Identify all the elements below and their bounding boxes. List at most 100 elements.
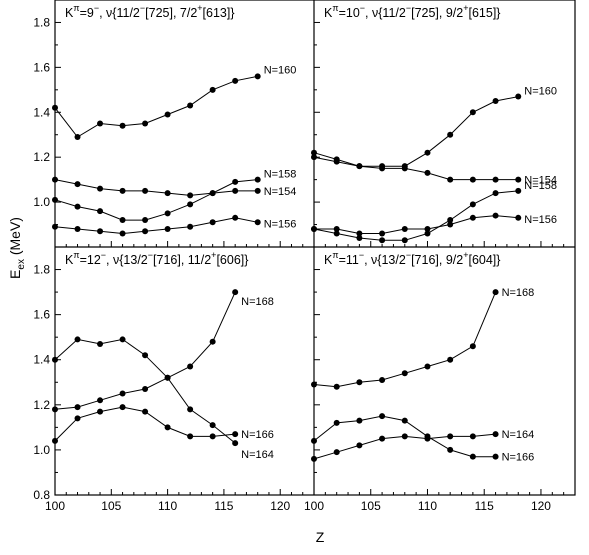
x-tick-label: 110 <box>418 499 437 513</box>
data-point <box>401 417 408 424</box>
panel-title-top-left: Kπ=9−, ν{11/2−[725], 7/2+[613]} <box>65 3 235 20</box>
data-point <box>447 221 454 228</box>
y-tick-label: 1.0 <box>33 443 50 457</box>
data-point <box>379 377 386 384</box>
data-point <box>97 208 104 215</box>
data-point <box>232 178 239 185</box>
data-point <box>311 149 317 156</box>
data-point <box>424 435 431 442</box>
data-point <box>164 374 171 381</box>
data-point <box>209 433 216 440</box>
data-point <box>119 390 126 397</box>
panel-title-bottom-left: Kπ=12−, ν{13/2−[716], 11/2+[606]} <box>65 250 248 267</box>
data-point <box>97 185 104 192</box>
data-point <box>119 230 126 237</box>
data-point <box>515 187 522 194</box>
data-point <box>356 235 363 242</box>
data-point <box>311 154 317 161</box>
series-label: N=158 <box>264 169 297 181</box>
series-line-N=158 <box>54 179 258 196</box>
data-point <box>142 408 149 415</box>
data-point <box>74 226 81 233</box>
data-point <box>254 219 261 226</box>
data-point <box>356 230 363 237</box>
data-point <box>515 176 522 183</box>
data-point <box>209 86 216 93</box>
data-point <box>232 431 239 438</box>
series-label: N=154 <box>264 186 297 198</box>
data-point <box>356 417 363 424</box>
y-tick-label: 1.0 <box>33 195 50 209</box>
series-line-N=160 <box>54 75 258 138</box>
x-axis-title: Z <box>316 529 325 545</box>
data-point <box>254 187 261 194</box>
x-tick-label: 115 <box>475 499 494 513</box>
data-point <box>74 404 81 411</box>
data-point <box>119 217 126 224</box>
data-point <box>74 133 81 140</box>
data-point <box>469 109 476 116</box>
data-point <box>469 433 476 440</box>
data-point <box>401 370 408 377</box>
data-point <box>74 181 81 188</box>
data-point <box>492 190 499 197</box>
series-label: N=160 <box>524 86 557 98</box>
data-point <box>97 340 104 347</box>
y-tick-label: 1.2 <box>33 398 50 412</box>
data-point <box>164 226 171 233</box>
data-point <box>232 187 239 194</box>
data-point <box>447 217 454 224</box>
x-tick-label: 105 <box>101 499 121 513</box>
data-point <box>401 433 408 440</box>
data-point <box>52 437 58 444</box>
series-label: N=156 <box>524 214 557 226</box>
data-point <box>187 363 194 370</box>
data-point <box>52 356 58 363</box>
data-point <box>356 442 363 449</box>
data-point <box>447 176 454 183</box>
data-point <box>232 440 239 447</box>
data-point <box>74 415 81 422</box>
data-point <box>469 214 476 221</box>
data-point <box>379 237 386 244</box>
y-tick-label: 1.6 <box>33 60 50 74</box>
data-point <box>401 237 408 244</box>
data-point <box>492 176 499 183</box>
x-tick-label: 110 <box>158 499 177 513</box>
data-point <box>119 404 126 411</box>
data-point <box>142 352 149 359</box>
data-point <box>52 406 58 413</box>
x-tick-label: 120 <box>531 499 551 513</box>
data-point <box>492 431 499 438</box>
data-point <box>379 413 386 420</box>
data-point <box>447 446 454 453</box>
data-point <box>492 212 499 219</box>
series-line-N=158 <box>313 190 519 241</box>
data-point <box>333 449 340 456</box>
data-point <box>469 453 476 460</box>
data-point <box>142 228 149 235</box>
series-label: N=156 <box>264 218 297 230</box>
data-point <box>424 226 431 233</box>
data-point <box>209 219 216 226</box>
data-point <box>97 120 104 127</box>
series-line-N=156 <box>54 217 258 235</box>
data-point <box>164 111 171 118</box>
data-point <box>379 435 386 442</box>
x-tick-label: 115 <box>214 499 233 513</box>
data-point <box>424 169 431 176</box>
data-point <box>492 289 499 296</box>
data-point <box>401 165 408 172</box>
data-point <box>119 122 126 129</box>
series-layer: Kπ=9−, ν{11/2−[725], 7/2+[613]} N=160 N=15… <box>52 3 557 464</box>
y-axis-title: Eex (MeV) <box>7 217 27 279</box>
data-point <box>209 422 216 429</box>
data-point <box>187 433 194 440</box>
data-point <box>469 343 476 350</box>
data-point <box>209 190 216 197</box>
data-point <box>187 201 194 208</box>
y-tick-label: 1.4 <box>33 105 50 119</box>
data-point <box>447 433 454 440</box>
data-point <box>97 228 104 235</box>
x-tick-label: 100 <box>45 499 65 513</box>
